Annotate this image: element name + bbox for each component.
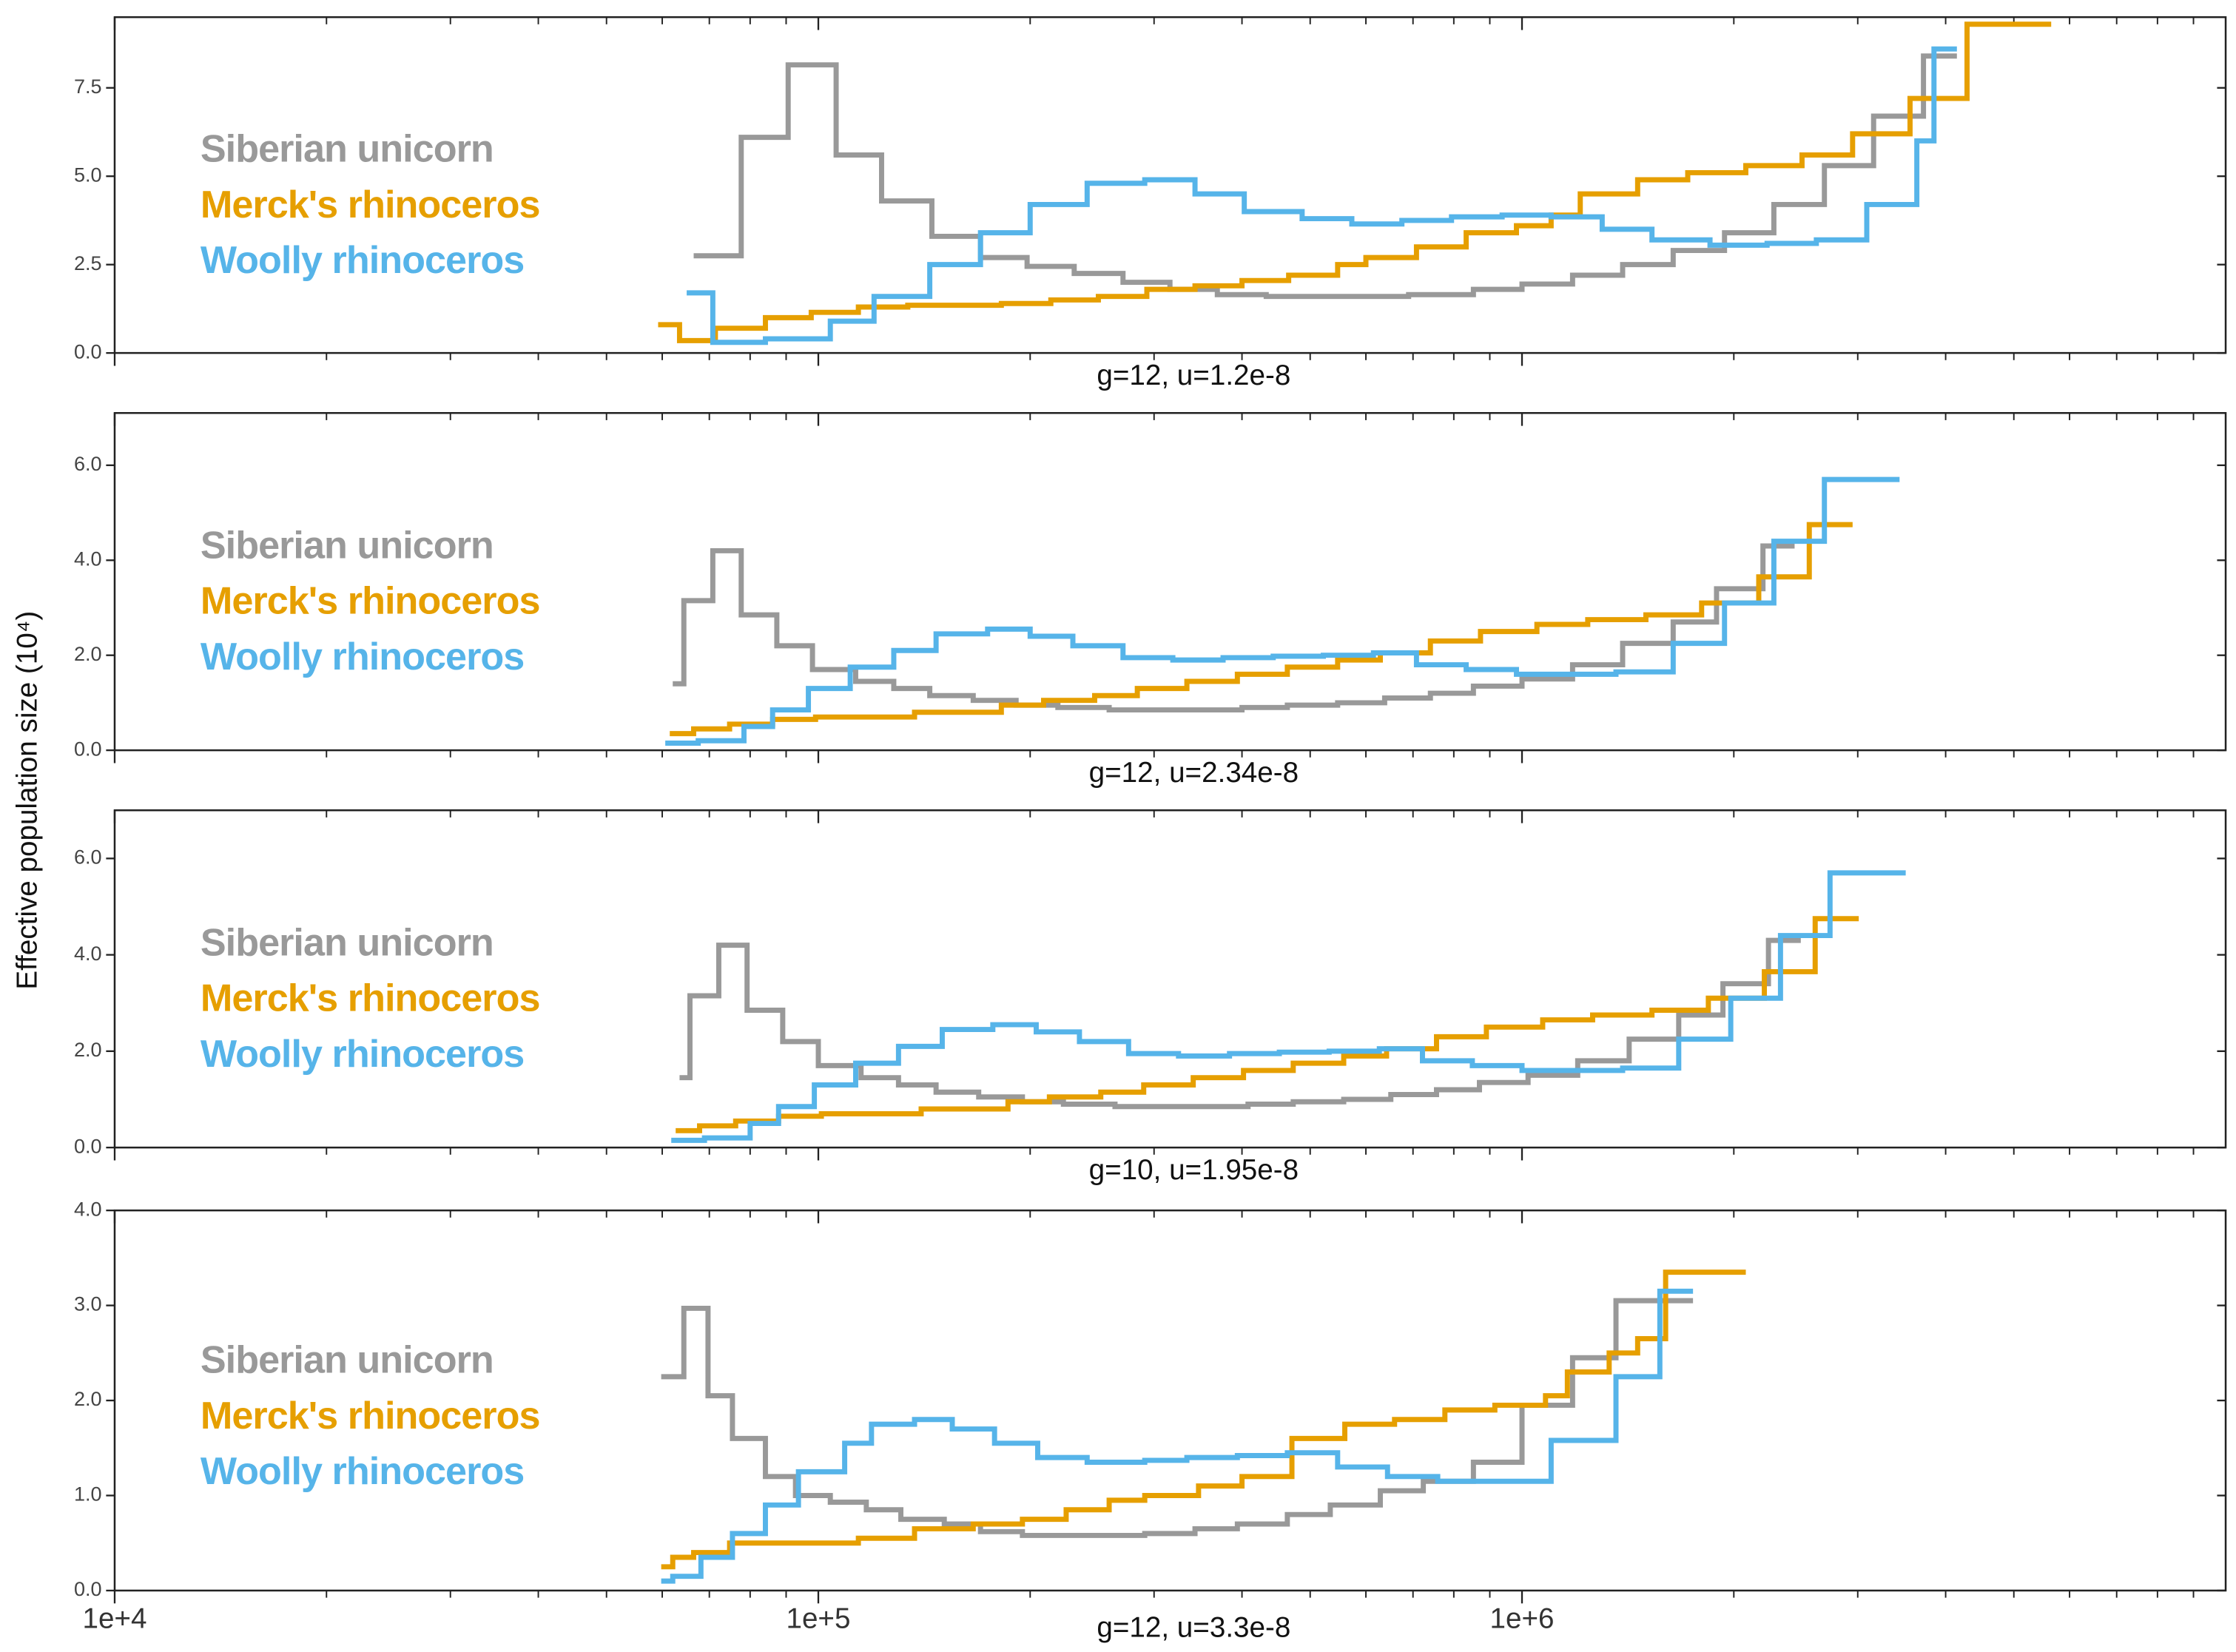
y-tick-label: 2.0 <box>74 1388 102 1410</box>
series-line <box>679 937 1801 1110</box>
y-tick-label: 0.0 <box>74 738 102 760</box>
panel-subtitle: g=12, u=2.34e-8 <box>1089 757 1299 789</box>
series-line <box>670 522 1853 737</box>
legend-entry: Siberian unicorn <box>201 128 494 171</box>
y-tick-label: 1.0 <box>74 1483 102 1506</box>
y-tick-label: 0.0 <box>74 1135 102 1157</box>
legend-entry: Merck's rhinoceros <box>201 580 540 623</box>
legend-entry: Merck's rhinoceros <box>201 1395 540 1437</box>
x-tick-label: 1e+4 <box>82 1603 147 1635</box>
y-tick-label: 2.0 <box>74 643 102 665</box>
panel-subtitle: g=12, u=3.3e-8 <box>1097 1611 1290 1643</box>
series-line <box>673 543 1795 713</box>
series-line <box>661 1270 1746 1570</box>
legend-entry: Merck's rhinoceros <box>201 977 540 1020</box>
series-line <box>661 1288 1694 1584</box>
y-tick-label: 4.0 <box>74 943 102 965</box>
plot-frame <box>113 809 2227 1149</box>
legend-entry: Woolly rhinoceros <box>201 239 524 282</box>
x-tick-label: 1e+5 <box>786 1603 850 1635</box>
legend-entry: Woolly rhinoceros <box>201 1450 524 1493</box>
x-tick-label: 1e+6 <box>1490 1603 1555 1635</box>
legend-entry: Woolly rhinoceros <box>201 1033 524 1076</box>
legend-entry: Woolly rhinoceros <box>201 635 524 678</box>
y-tick-label: 6.0 <box>74 453 102 475</box>
y-axis-label: Effective population size (10⁴) <box>11 611 43 990</box>
legend-entry: Siberian unicorn <box>201 1338 494 1381</box>
series-line <box>671 870 1906 1143</box>
series-line <box>661 1298 1694 1538</box>
plot-frame <box>113 411 2227 752</box>
plot-frame <box>113 16 2227 354</box>
y-tick-label: 6.0 <box>74 846 102 869</box>
series-line <box>687 46 1957 345</box>
y-tick-label: 5.0 <box>74 163 102 186</box>
legend-entry: Merck's rhinoceros <box>201 183 540 226</box>
y-tick-label: 2.0 <box>74 1039 102 1061</box>
y-tick-label: 3.0 <box>74 1293 102 1315</box>
series-line <box>693 53 1957 300</box>
series-line <box>676 916 1859 1133</box>
y-tick-label: 2.5 <box>74 252 102 274</box>
legend-entry: Siberian unicorn <box>201 921 494 964</box>
legend-entry: Siberian unicorn <box>201 524 494 567</box>
y-tick-label: 4.0 <box>74 1198 102 1220</box>
y-tick-label: 0.0 <box>74 340 102 363</box>
y-tick-label: 0.0 <box>74 1578 102 1600</box>
y-tick-label: 7.5 <box>74 75 102 98</box>
series-line <box>658 21 2052 343</box>
y-tick-label: 4.0 <box>74 547 102 570</box>
panel-subtitle: g=10, u=1.95e-8 <box>1089 1154 1299 1186</box>
series-line <box>665 476 1900 746</box>
panel-subtitle: g=12, u=1.2e-8 <box>1097 360 1290 391</box>
